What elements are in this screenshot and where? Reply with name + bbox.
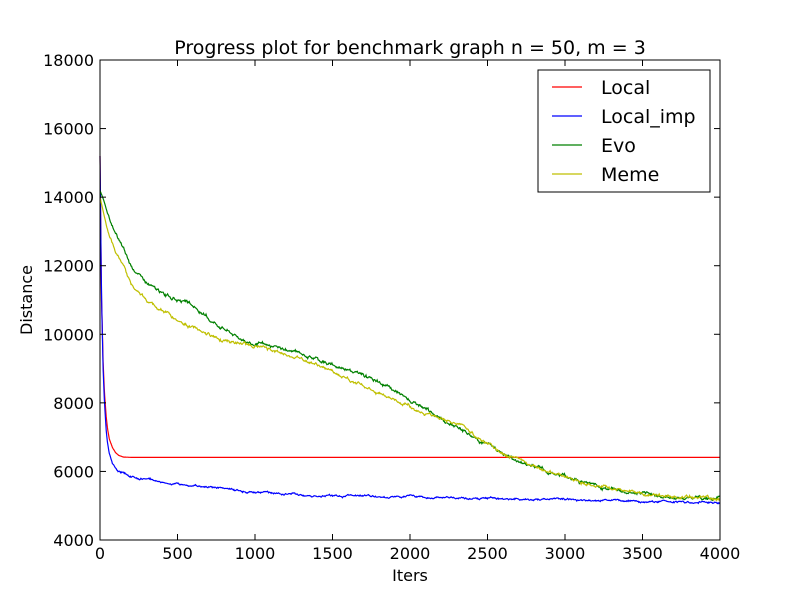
x-tick-label: 2000	[390, 544, 431, 563]
y-tick-label: 10000	[43, 325, 94, 344]
x-tick-label: 500	[162, 544, 193, 563]
x-tick-label: 3500	[622, 544, 663, 563]
x-tick-label: 1000	[235, 544, 276, 563]
x-axis-ticks: 0 500 1000 1500 2000 2500 3000 3500 4000	[95, 60, 740, 563]
x-tick-label: 1500	[312, 544, 353, 563]
series-line-local-imp	[99, 155, 721, 505]
legend-box	[537, 69, 711, 193]
y-tick-label: 18000	[43, 51, 94, 70]
y-tick-label: 12000	[43, 257, 94, 276]
x-tick-label: 0	[95, 544, 105, 563]
legend-label-local: Local	[601, 77, 650, 99]
series-line-meme	[99, 196, 721, 502]
x-tick-label: 4000	[700, 544, 741, 563]
legend: Local Local_imp Evo Meme	[537, 69, 711, 193]
legend-label-local-imp: Local_imp	[601, 106, 696, 128]
chart-title: Progress plot for benchmark graph n = 50…	[174, 37, 646, 59]
plot-lines	[99, 155, 721, 505]
y-axis-ticks: 4000 6000 8000 10000 12000 14000 16000 18000	[43, 51, 720, 550]
x-tick-label: 3000	[545, 544, 586, 563]
x-axis-label: Iters	[392, 566, 428, 585]
y-tick-label: 6000	[53, 462, 94, 481]
y-tick-label: 14000	[43, 188, 94, 207]
y-tick-label: 4000	[53, 531, 94, 550]
x-tick-label: 2500	[467, 544, 508, 563]
y-tick-label: 16000	[43, 120, 94, 139]
y-tick-label: 8000	[53, 394, 94, 413]
series-line-local	[99, 155, 720, 458]
y-axis-label: Distance	[17, 265, 36, 335]
series-line-evo	[99, 190, 721, 501]
legend-label-evo: Evo	[601, 135, 636, 157]
legend-label-meme: Meme	[601, 164, 659, 186]
